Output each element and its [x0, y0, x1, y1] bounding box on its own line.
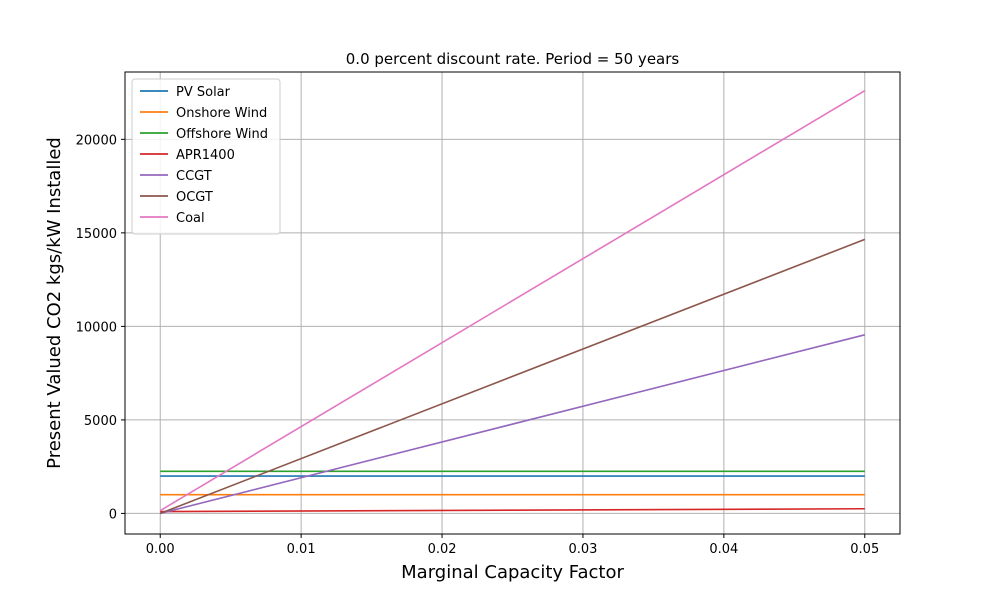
legend-label: APR1400: [176, 148, 235, 163]
axis-ticks: 0.00 0.01 0.02 0.03 0.04 0.05 0 5000 10000 15000 2…: [76, 133, 880, 557]
series-lines: [159, 90, 866, 515]
x-tick-label: 0.04: [709, 542, 738, 557]
x-axis-title: Marginal Capacity Factor: [401, 562, 624, 583]
legend-label: Onshore Wind: [176, 106, 267, 121]
grid: [125, 72, 900, 534]
legend-label: PV Solar: [176, 85, 231, 100]
legend-label: OCGT: [176, 190, 213, 205]
series-line-apr1400: [160, 507, 865, 513]
plot-frame: [124, 71, 901, 535]
series-line-ocgt: [159, 238, 866, 515]
series-line-ccgt: [160, 334, 865, 515]
y-tick-label: 5000: [84, 414, 117, 429]
x-tick-label: 0.05: [850, 542, 879, 557]
x-tick-label: 0.03: [568, 542, 597, 557]
y-tick-label: 0: [109, 507, 117, 522]
legend-label: CCGT: [176, 169, 212, 184]
legend-label: Offshore Wind: [176, 127, 268, 142]
x-tick-label: 0.02: [428, 542, 457, 557]
x-tick-label: 0.01: [287, 542, 316, 557]
y-tick-label: 10000: [76, 320, 117, 335]
y-tick-label: 15000: [76, 227, 117, 242]
legend-label: Coal: [176, 211, 205, 226]
y-tick-label: 20000: [76, 133, 117, 148]
legend: PV Solar Onshore Wind Offshore Wind APR1400…: [131, 78, 281, 235]
x-tick-label: 0.00: [146, 542, 175, 557]
series-line-coal: [159, 90, 866, 512]
chart-title: 0.0 percent discount rate. Period = 50 y…: [346, 50, 680, 68]
legend-box: [131, 78, 281, 235]
y-axis-title: Present Valued CO2 kgs/kW Installed: [44, 137, 65, 469]
